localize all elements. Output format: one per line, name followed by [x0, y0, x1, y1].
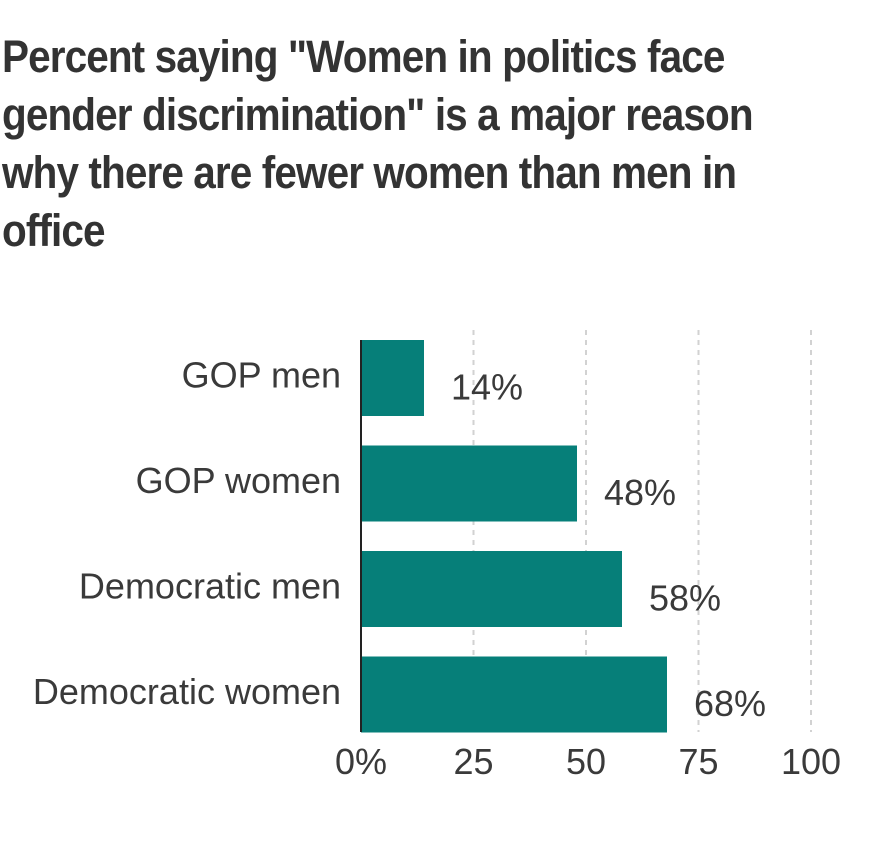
x-tick-label-2: 50: [566, 741, 606, 782]
x-tick-label-4: 100: [781, 741, 841, 782]
bar-1: [361, 445, 577, 522]
value-label-1: 48%: [604, 472, 676, 513]
category-label-3: Democratic women: [33, 671, 341, 712]
x-tick-label-1: 25: [453, 741, 493, 782]
value-label-0: 14%: [451, 367, 523, 408]
category-label-1: GOP women: [136, 460, 341, 501]
value-label-2: 58%: [649, 578, 721, 619]
value-label-3: 68%: [694, 683, 766, 724]
bar-2: [361, 551, 622, 627]
x-tick-label-0: 0%: [335, 741, 387, 782]
bar-3: [361, 656, 667, 733]
chart-title: Percent saying "Women in politics face g…: [2, 31, 754, 256]
x-tick-label-3: 75: [678, 741, 718, 782]
category-label-2: Democratic men: [79, 566, 341, 607]
category-label-0: GOP men: [182, 355, 341, 396]
bar-0: [361, 340, 424, 416]
